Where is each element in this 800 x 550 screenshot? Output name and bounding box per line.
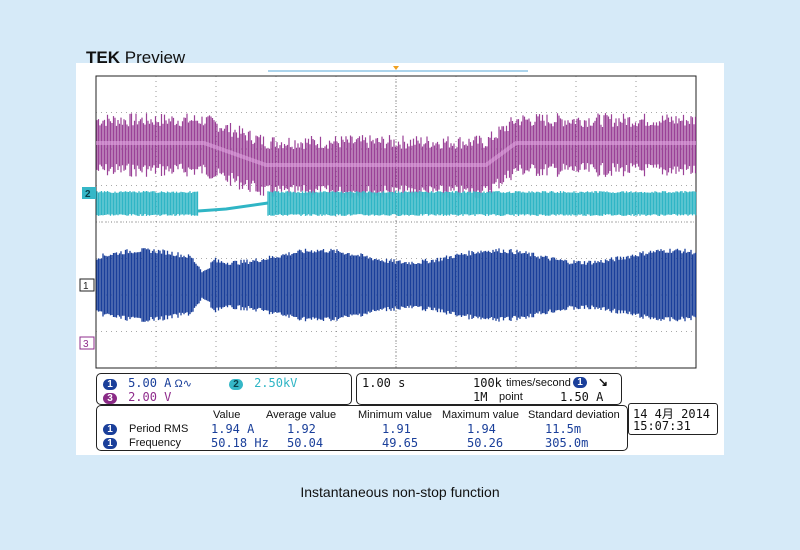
- record-length: 1M: [473, 390, 488, 404]
- ch2-waveform: [96, 191, 697, 216]
- trigger-position-icon: [393, 66, 399, 70]
- record-length-unit: point: [499, 391, 523, 403]
- horizontal-settings-box: 1.00 s 100k times/second 1 ↘ 1M point 1.…: [356, 373, 622, 405]
- measurement-table: Value Average value Minimum value Maximu…: [96, 405, 628, 451]
- header-value: Value: [213, 409, 241, 421]
- ch2-scale: 2.50kV: [254, 376, 298, 390]
- sample-rate: 100k: [473, 376, 502, 390]
- ch3-scale: 2.00 V: [128, 390, 172, 404]
- header-std-dev: Standard deviation: [528, 409, 620, 421]
- measurement-minimum: 49.65: [382, 436, 419, 450]
- ch1-marker: 1: [79, 278, 95, 292]
- ch2-badge: 2: [229, 378, 243, 390]
- trigger-source-badge: 1: [573, 377, 587, 388]
- measurement-name: Frequency: [129, 437, 181, 449]
- measurement-std-dev: 11.5m: [545, 422, 582, 436]
- row-channel-badge: 1: [103, 438, 117, 449]
- measurement-name: Period RMS: [129, 423, 189, 435]
- title-word: Preview: [124, 48, 186, 67]
- measurement-maximum: 1.94: [467, 422, 496, 436]
- waveform-display: 2 1 3: [79, 66, 697, 369]
- measurement-value: 1.94 A: [211, 422, 255, 436]
- svg-text:2: 2: [85, 189, 91, 200]
- measurement-std-dev: 305.0m: [545, 436, 589, 450]
- waveforms: [96, 113, 697, 322]
- ch1-setting: 1 5.00 A Ω∿: [103, 376, 192, 390]
- header-average: Average value: [266, 409, 337, 421]
- ch1-waveform: [96, 248, 697, 322]
- header-minimum: Minimum value: [358, 409, 432, 421]
- ch1-unit-icon: Ω∿: [174, 378, 192, 390]
- date: 14 4月 2014: [633, 407, 711, 421]
- trigger-level: 1.50 A: [560, 390, 604, 404]
- ch2-marker: 2: [82, 187, 96, 200]
- svg-text:1: 1: [83, 281, 89, 292]
- measurement-maximum: 50.26: [467, 436, 504, 450]
- measurement-average: 50.04: [287, 436, 324, 450]
- caption: Instantaneous non-stop function: [300, 484, 500, 500]
- ch1-badge: 1: [103, 378, 117, 390]
- time: 15:07:31: [633, 419, 691, 433]
- oscilloscope-panel: 2 1 3 1 5.00 A Ω∿ 2 2.50kV 3 2.00 V 1.00…: [76, 63, 724, 455]
- ch3-badge: 3: [103, 392, 117, 404]
- ch3-marker: 3: [79, 336, 95, 350]
- header-maximum: Maximum value: [442, 409, 520, 421]
- channel-settings-box: 1 5.00 A Ω∿ 2 2.50kV 3 2.00 V: [96, 373, 352, 405]
- ch2-setting: 2 2.50kV: [229, 376, 297, 390]
- svg-text:3: 3: [83, 339, 89, 350]
- brand-text: TEK: [86, 48, 120, 67]
- datetime-box: 14 4月 2014 15:07:31: [628, 403, 718, 435]
- row-channel-badge: 1: [103, 424, 117, 435]
- ch1-scale: 5.00 A: [128, 376, 172, 390]
- sample-rate-unit: times/second: [506, 377, 571, 389]
- timebase: 1.00 s: [362, 376, 406, 390]
- trigger-slope-icon: ↘: [598, 375, 609, 389]
- measurement-value: 50.18 Hz: [211, 436, 269, 450]
- measurement-minimum: 1.91: [382, 422, 411, 436]
- ch3-setting: 3 2.00 V: [103, 390, 171, 404]
- page-title: TEK Preview: [86, 48, 185, 68]
- measurement-average: 1.92: [287, 422, 316, 436]
